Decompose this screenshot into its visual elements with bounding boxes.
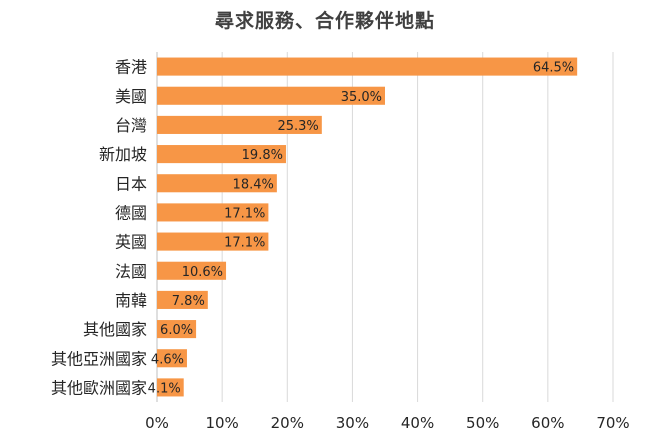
data-label: 17.1% <box>224 236 265 251</box>
bar <box>157 86 385 105</box>
category-label: 德國 <box>115 203 147 222</box>
category-label: 其他歐洲國家 <box>51 378 147 397</box>
bar <box>157 174 277 193</box>
bar <box>157 145 286 164</box>
data-label: 64.5% <box>533 61 574 76</box>
category-label: 英國 <box>115 233 147 252</box>
bar <box>157 261 227 280</box>
category-label: 香港 <box>115 58 147 77</box>
bar <box>157 290 208 309</box>
category-label: 法國 <box>115 262 147 281</box>
x-tick-label: 10% <box>205 414 238 432</box>
category-label: 其他亞洲國家 <box>51 349 147 368</box>
bar <box>157 57 578 76</box>
data-label: 17.1% <box>224 206 265 221</box>
x-tick-label: 0% <box>145 414 169 432</box>
data-label: 4.1% <box>148 381 181 396</box>
category-label: 新加坡 <box>99 145 147 164</box>
data-label: 25.3% <box>277 119 318 134</box>
category-label: 美國 <box>115 87 147 106</box>
category-label: 日本 <box>115 174 147 193</box>
chart-title: 尋求服務、合作夥伴地點 <box>214 10 435 32</box>
data-label: 18.4% <box>233 177 274 192</box>
x-tick-label: 70% <box>596 414 629 432</box>
x-tick-label: 20% <box>271 414 304 432</box>
data-label: 35.0% <box>341 90 382 105</box>
x-tick-label: 60% <box>531 414 564 432</box>
data-label: 7.8% <box>172 294 205 309</box>
bar <box>157 320 197 339</box>
category-label: 台灣 <box>115 116 147 135</box>
bar <box>157 203 269 222</box>
data-label: 19.8% <box>242 148 283 163</box>
category-label: 其他國家 <box>83 320 147 339</box>
data-label: 10.6% <box>182 265 223 280</box>
bar <box>157 232 269 251</box>
bar <box>157 349 187 368</box>
x-tick-label: 50% <box>466 414 499 432</box>
data-label: 4.6% <box>151 352 184 367</box>
x-tick-label: 40% <box>401 414 434 432</box>
data-label: 6.0% <box>160 323 193 338</box>
x-tick-label: 30% <box>336 414 369 432</box>
bar <box>157 115 322 134</box>
category-label: 南韓 <box>115 291 147 310</box>
bar <box>157 378 184 397</box>
